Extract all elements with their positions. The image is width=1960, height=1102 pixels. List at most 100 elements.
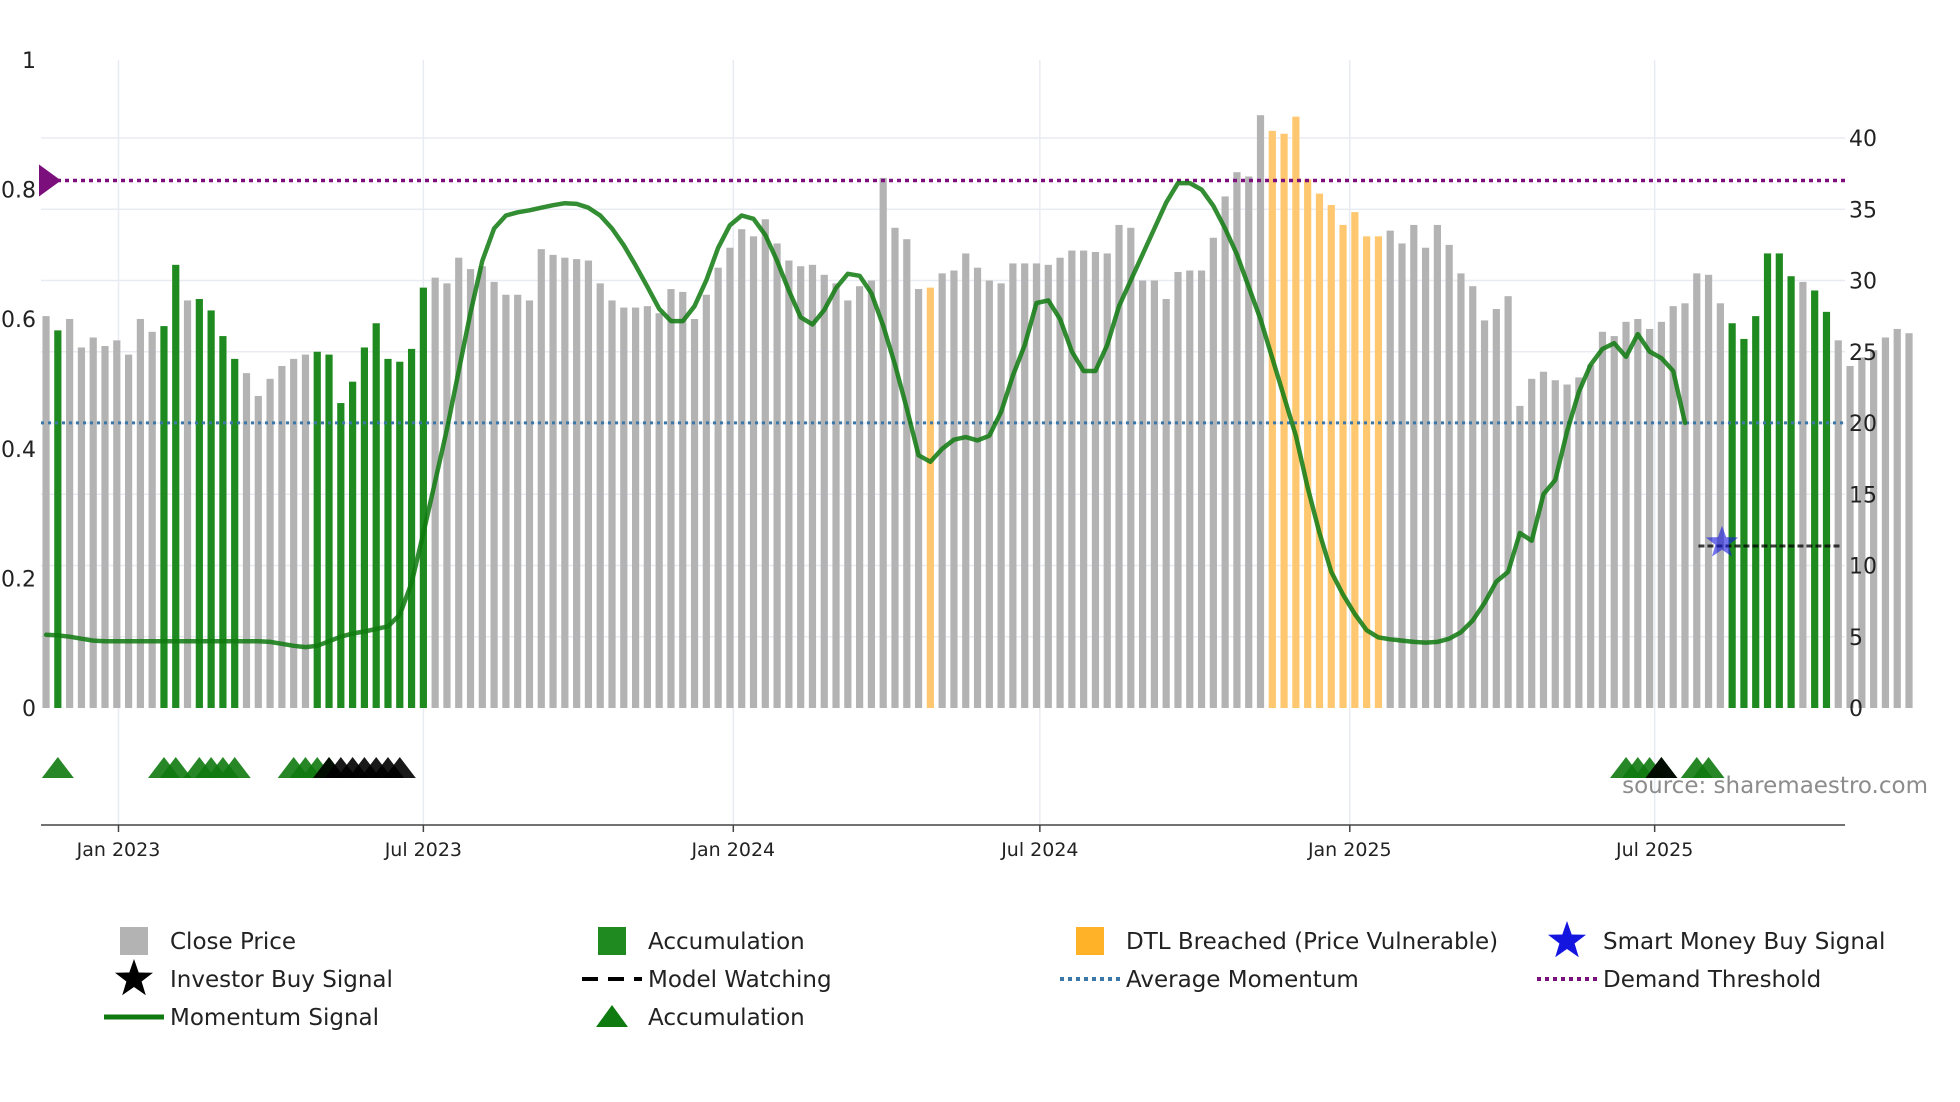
accumulation-bar [54, 330, 62, 708]
close-price-bar [254, 395, 262, 708]
close-price-bar [702, 294, 710, 708]
legend-item: Accumulation [596, 1005, 805, 1031]
close-price-bar [1421, 247, 1430, 708]
dtl-breached-bar [1327, 204, 1335, 708]
price-bars [42, 115, 1913, 709]
accumulation-triangle [1692, 757, 1725, 778]
close-price-bar [1881, 337, 1890, 708]
close-price-bar [124, 354, 133, 708]
dtl-breached-bar [1268, 130, 1276, 708]
close-price-bar [808, 264, 817, 708]
legend-swatch [120, 927, 148, 955]
close-price-bar [301, 354, 310, 708]
accumulation-bar [1775, 253, 1783, 709]
close-price-bar [596, 283, 604, 708]
close-price-bar [490, 281, 498, 708]
momentum-signal-line [43, 180, 1688, 650]
close-price-bar [679, 291, 687, 708]
legend-item: Accumulation [598, 927, 805, 955]
close-price-bar [643, 306, 651, 708]
legend-item: Close Price [120, 927, 296, 955]
close-price-bar [431, 277, 439, 708]
close-price-bar [1056, 257, 1064, 708]
dtl-breached-bar [1304, 179, 1312, 708]
accumulation-bar [195, 299, 203, 708]
legend-item: Momentum Signal [104, 1005, 379, 1031]
legend-label: Investor Buy Signal [170, 967, 393, 993]
close-price-bar [1587, 364, 1595, 708]
close-price-bar [1115, 224, 1123, 709]
legend-swatch [598, 927, 626, 955]
legend-item: Average Momentum [1060, 967, 1359, 993]
close-price-bar [1445, 244, 1453, 708]
close-price-bar [1870, 350, 1878, 708]
close-price-bar [573, 259, 581, 708]
close-price-bar [1563, 384, 1571, 708]
dtl-breached-bar [1374, 236, 1383, 708]
accumulation-bar [1728, 323, 1736, 708]
close-price-bar [1186, 270, 1194, 708]
legend-label: Accumulation [648, 929, 805, 955]
close-price-bar [726, 247, 734, 708]
accumulation-bar [231, 358, 239, 708]
left-tick-label: 0.6 [1, 308, 36, 333]
right-tick-label: 10 [1849, 555, 1877, 580]
close-price-bar [549, 254, 557, 708]
legend-star-icon [1548, 921, 1586, 958]
close-price-bar [844, 300, 852, 708]
legend-triangle-icon [596, 1005, 628, 1027]
close-price-bar [101, 346, 109, 708]
accumulation-bar [1787, 276, 1795, 708]
close-price-bar [785, 260, 793, 708]
x-tick-label: Jan 2024 [690, 839, 775, 861]
close-price-bar [1846, 366, 1854, 708]
close-price-bar [1528, 378, 1536, 708]
left-tick-label: 0.2 [1, 567, 36, 592]
right-tick-label: 35 [1849, 198, 1877, 223]
close-price-bar [1657, 321, 1665, 708]
close-price-bar [1233, 172, 1241, 708]
accumulation-bar [407, 348, 416, 708]
close-price-bar [77, 347, 86, 708]
accumulation-bar [1822, 311, 1831, 708]
close-price-bar [1221, 196, 1229, 709]
x-tick-label: Jan 2025 [1307, 839, 1392, 861]
dtl-breached-bar [1280, 133, 1288, 709]
close-price-bar [1103, 253, 1111, 709]
smart-money-buy-signal-star [1705, 525, 1739, 557]
close-price-bar [1669, 306, 1677, 708]
close-price-bar [148, 331, 156, 708]
dtl-breached-bar [1363, 236, 1371, 708]
close-price-bar [183, 300, 192, 708]
close-price-bar [891, 227, 899, 708]
close-price-bar [1162, 299, 1170, 708]
accumulation-triangle [41, 757, 74, 778]
close-price-bar [1009, 263, 1017, 708]
accumulation-bar [349, 381, 357, 708]
accumulation-bar [325, 354, 333, 708]
close-price-bar [1681, 303, 1689, 708]
close-price-bar [66, 318, 74, 708]
accumulation-bar [419, 287, 427, 708]
close-price-bar [1492, 309, 1500, 708]
accumulation-bar [1740, 338, 1748, 708]
close-price-bar [1044, 264, 1052, 708]
close-price-bar [879, 177, 887, 708]
close-price-bar [714, 267, 722, 708]
close-price-bar [1457, 273, 1465, 708]
legend-label: Model Watching [648, 967, 832, 993]
close-price-bar [455, 257, 463, 708]
right-tick-label: 15 [1849, 483, 1877, 508]
accumulation-bar [1811, 290, 1819, 708]
x-tick-label: Jul 2023 [384, 839, 462, 861]
close-price-bar [1516, 405, 1524, 708]
close-price-bar [561, 257, 569, 708]
dtl-breached-bar [1292, 116, 1300, 708]
close-price-bar [1127, 227, 1135, 708]
close-price-bar [1893, 328, 1901, 708]
close-price-bar [290, 358, 298, 708]
right-tick-label: 30 [1849, 270, 1877, 295]
close-price-bar [856, 286, 864, 708]
close-price-bar [1032, 263, 1041, 708]
close-price-bar [1905, 333, 1913, 708]
